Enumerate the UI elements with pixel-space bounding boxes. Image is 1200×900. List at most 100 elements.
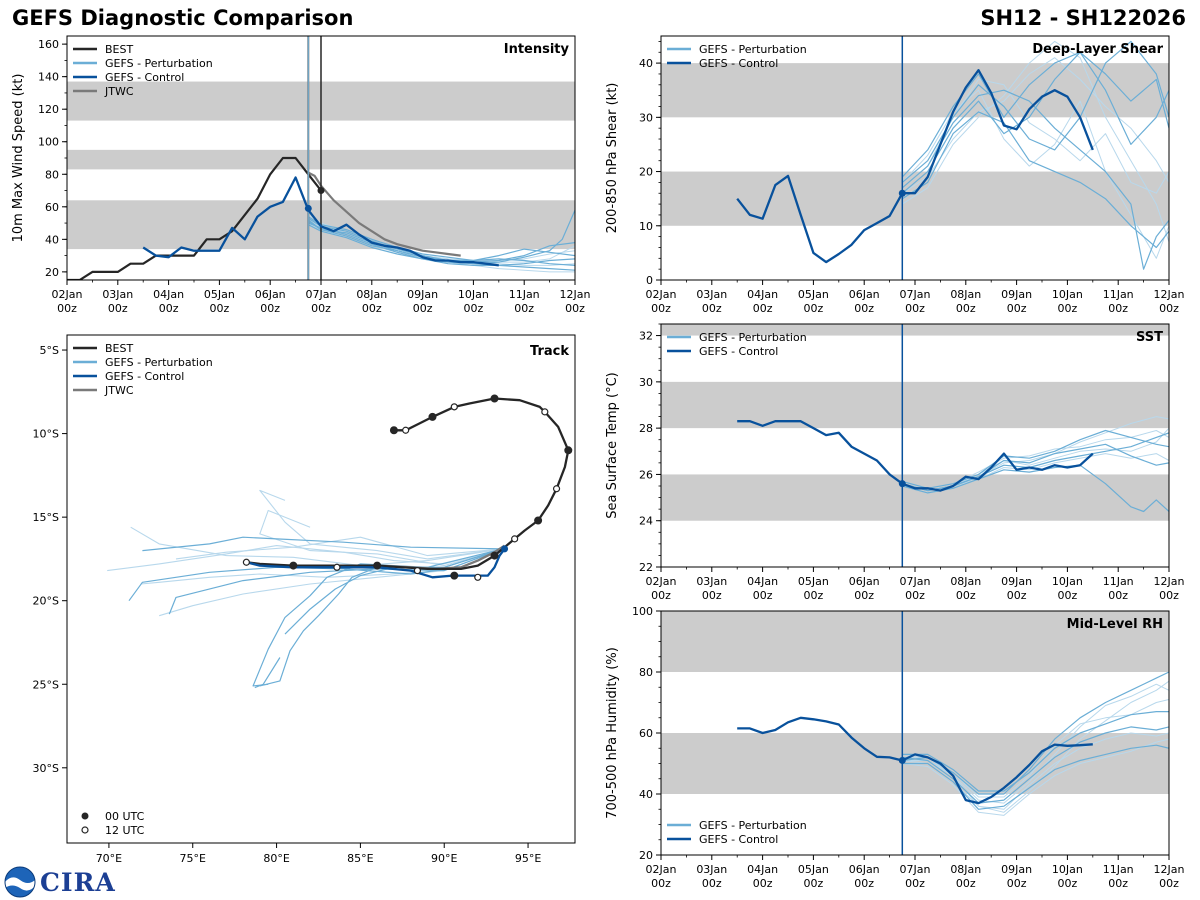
x-tick-label: 00z [651, 877, 671, 890]
x-tick-label: 08Jan [356, 288, 387, 301]
chart-shear: 01020304002Jan00z03Jan00z04Jan00z05Jan00… [605, 35, 1185, 315]
control-initial-marker [898, 189, 906, 197]
panel-title: Track [530, 344, 569, 359]
y-tick-label: 15°S [33, 511, 59, 524]
legend-label-best: BEST [105, 342, 133, 355]
chart-track: 5°S 10°S 15°S 20°S 25°S 30°S 70°E 75°E 80°E 85°E 9… [33, 334, 576, 865]
x-tick-label: 00z [956, 302, 976, 315]
x-tick-label: 00z [804, 302, 824, 315]
x-tick-label: 00z [362, 302, 382, 315]
best-12utc-marker [402, 426, 410, 434]
perturbation-member-line [902, 57, 1169, 194]
x-tick-label: 75°E [180, 852, 206, 865]
best-current-marker [317, 187, 325, 195]
y-tick-label: 25°S [33, 678, 59, 691]
legend-label-jtwc: JTWC [104, 384, 134, 397]
x-tick-label: 10Jan [1052, 863, 1083, 876]
x-tick-label: 00z [651, 589, 671, 602]
perturbation-track-line [284, 548, 504, 635]
x-tick-label: 09Jan [1001, 863, 1032, 876]
x-tick-label: 95°E [515, 852, 541, 865]
best-00utc-marker [428, 412, 437, 421]
x-tick-label: 00z [1159, 589, 1179, 602]
legend-label-00utc: 00 UTC [105, 810, 145, 823]
x-tick-label: 04Jan [747, 288, 778, 301]
x-tick-label: 00z [1108, 589, 1128, 602]
x-tick-label: 08Jan [950, 575, 981, 588]
perturbation-member-line [307, 216, 575, 262]
control-initial-marker [304, 204, 312, 212]
legend-label-ctrl: GEFS - Control [105, 71, 184, 84]
plot-frame [66, 334, 576, 844]
best-00utc-marker [450, 571, 459, 580]
x-tick-label: 00z [753, 877, 773, 890]
y-tick-label: 80 [45, 168, 59, 181]
legend-label-pert: GEFS - Perturbation [105, 57, 213, 70]
x-tick-label: 08Jan [950, 288, 981, 301]
plot-area [661, 36, 1169, 280]
x-tick-label: 90°E [431, 852, 457, 865]
x-tick-label: 10Jan [458, 288, 489, 301]
x-tick-label: 00z [1007, 302, 1027, 315]
best-00utc-marker [564, 446, 573, 455]
legend-label-best: BEST [105, 43, 133, 56]
perturbation-track-line [107, 545, 504, 572]
x-tick-label: 05Jan [798, 863, 829, 876]
x-tick-label: 00z [1058, 877, 1078, 890]
x-tick-label: 04Jan [153, 288, 184, 301]
y-tick-label: 28 [639, 422, 653, 435]
x-tick-label: 00z [702, 877, 722, 890]
y-tick-label: 20°S [33, 595, 59, 608]
perturbation-track-line [259, 509, 504, 567]
panel-title: Deep-Layer Shear [1032, 42, 1163, 57]
x-tick-label: 12Jan [1154, 288, 1185, 301]
perturbation-track-line [254, 657, 281, 689]
perturbation-track-line [159, 548, 504, 617]
control-member-line [737, 716, 1093, 805]
perturbation-member-line [902, 726, 1169, 804]
legend-label-pert: GEFS - Perturbation [699, 331, 807, 344]
x-tick-label: 00z [1108, 302, 1128, 315]
x-tick-label: 12Jan [1154, 863, 1185, 876]
x-tick-label: 11Jan [509, 288, 540, 301]
best-12utc-marker [413, 567, 422, 575]
x-tick-label: 03Jan [696, 575, 727, 588]
x-tick-label: 00z [565, 302, 585, 315]
x-tick-label: 00z [854, 877, 874, 890]
x-tick-label: 00z [1108, 877, 1128, 890]
x-tick-label: 09Jan [407, 288, 438, 301]
y-tick-label: 60 [639, 727, 653, 740]
legend-label-ctrl: GEFS - Control [699, 345, 778, 358]
y-tick-label: 40 [639, 57, 653, 70]
chart-rh: 2040608010002Jan00z03Jan00z04Jan00z05Jan… [605, 605, 1184, 890]
best-12utc-marker [552, 485, 561, 493]
best-00utc-marker [389, 426, 398, 435]
perturbation-track-line [168, 548, 504, 615]
panel-title: SST [1136, 330, 1163, 345]
x-tick-label: 00z [514, 302, 534, 315]
x-tick-label: 10Jan [1052, 575, 1083, 588]
x-tick-label: 00z [702, 589, 722, 602]
y-tick-label: 10 [639, 220, 653, 233]
y-axis-label: 700-500 hPa Humidity (%) [605, 647, 620, 819]
perturbation-member-line [902, 464, 1169, 513]
x-tick-label: 00z [1058, 302, 1078, 315]
x-tick-label: 06Jan [849, 575, 880, 588]
x-tick-label: 03Jan [102, 288, 133, 301]
perturbation-member-line [308, 209, 575, 265]
perturbation-member-line [902, 429, 1169, 489]
x-tick-label: 07Jan [306, 288, 337, 301]
perturbation-member-line [307, 217, 575, 271]
noaa-seal-icon [4, 866, 36, 898]
x-tick-label: 00z [956, 589, 976, 602]
control-member-line [142, 176, 499, 267]
plot-frame [660, 323, 1170, 568]
x-tick-label: 70°E [96, 852, 122, 865]
storm-id-label: SH12 - SH122026 [980, 6, 1186, 30]
legend-label-ctrl: GEFS - Control [699, 833, 778, 846]
y-tick-label: 30 [639, 376, 653, 389]
chart-intensity: 2040608010012014016002Jan00z03Jan00z04Ja… [11, 35, 590, 315]
x-tick-label: 00z [905, 302, 925, 315]
y-tick-label: 32 [639, 330, 653, 343]
